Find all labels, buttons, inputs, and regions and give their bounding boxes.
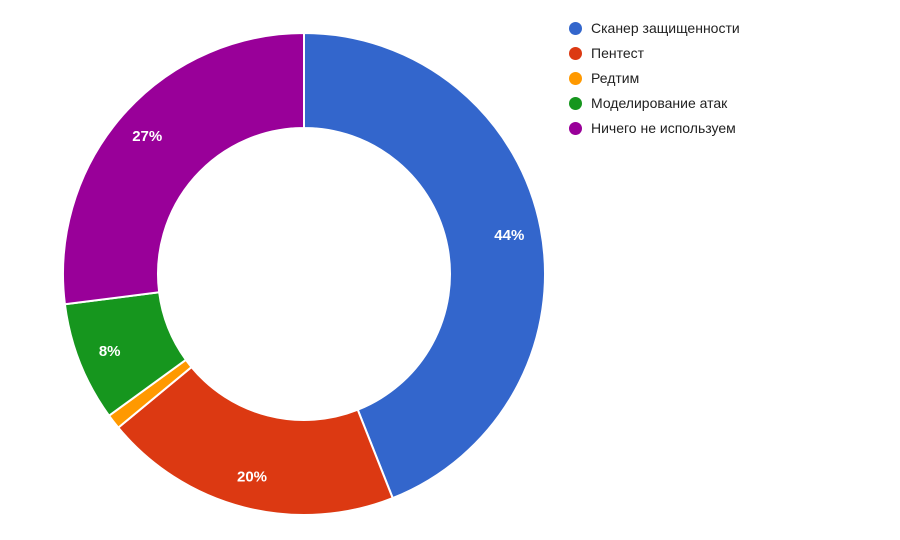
legend-item-5: Ничего не используем: [569, 116, 740, 141]
pie-slice-label: 44%: [494, 227, 524, 244]
legend-label: Моделирование атак: [591, 95, 728, 111]
legend-swatch-icon: [569, 22, 582, 35]
pie-slice-label: 8%: [99, 343, 121, 360]
pie-slice-1[interactable]: [303, 32, 546, 500]
pie-slice-label: 20%: [237, 469, 267, 486]
legend-label: Ничего не используем: [591, 120, 736, 136]
legend-item-4: Моделирование атак: [569, 91, 740, 116]
chart-legend: Сканер защищенности Пентест Редтим Моделиро…: [569, 16, 740, 141]
legend-item-1: Сканер защищенности: [569, 16, 740, 41]
legend-item-3: Редтим: [569, 66, 740, 91]
pie-slice-2[interactable]: [117, 366, 394, 516]
legend-swatch-icon: [569, 122, 582, 135]
legend-swatch-icon: [569, 72, 582, 85]
legend-swatch-icon: [569, 97, 582, 110]
pie-slice-label: 27%: [132, 128, 162, 145]
legend-swatch-icon: [569, 47, 582, 60]
pie-slice-5[interactable]: [62, 32, 305, 306]
legend-label: Сканер защищенности: [591, 20, 740, 36]
legend-label: Редтим: [591, 70, 640, 86]
legend-item-2: Пентест: [569, 41, 740, 66]
legend-label: Пентест: [591, 45, 645, 61]
